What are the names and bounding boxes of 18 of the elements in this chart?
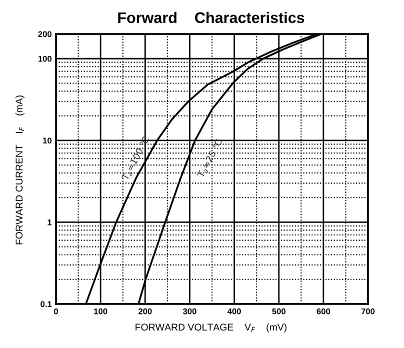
y-tick-label: 10	[43, 138, 52, 144]
x-tick-label: 300	[182, 308, 196, 314]
x-tick-label: 0	[54, 308, 58, 314]
x-tick-label: 700	[361, 308, 375, 314]
y-tick-label: 200	[38, 31, 52, 38]
annotation: T$_{a}$=100 ℃	[121, 136, 151, 182]
x-tick-label: 600	[316, 308, 330, 314]
x-tick-label: 500	[272, 308, 286, 314]
y-tick-label: 1	[48, 219, 52, 226]
x-tick-label: 400	[227, 308, 241, 314]
text: FORWARD CURRENT I$_{F}$ (mA)	[15, 96, 24, 244]
annotation: T$_{a}$=25 ℃	[196, 138, 224, 179]
text: FORWARD VOLTAGE V$_{F}$ (mV)	[136, 323, 286, 332]
y-tick-label: 0.1	[40, 301, 52, 308]
y-tick-label: 100	[38, 56, 52, 62]
x-tick-label: 100	[94, 308, 108, 314]
x-tick-label: 200	[138, 308, 152, 314]
chart-title: Forward Characteristics	[118, 12, 304, 24]
